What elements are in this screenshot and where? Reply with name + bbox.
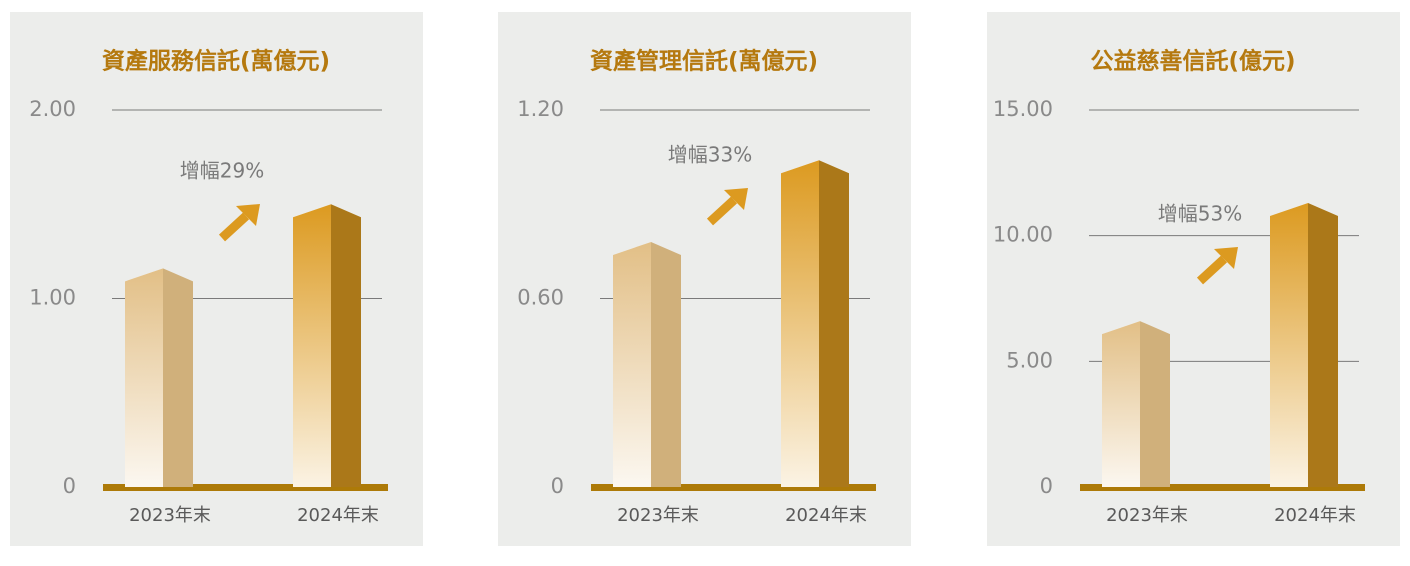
bar-side: [163, 268, 193, 487]
y-tick-label: 0.60: [517, 286, 564, 310]
bar: [1102, 321, 1170, 487]
x-tick-label: 2024年末: [785, 505, 867, 526]
x-tick-label: 2024年末: [297, 505, 379, 526]
y-tick-label: 1.00: [29, 286, 76, 310]
annotation: 增幅29%: [180, 159, 264, 183]
baseline: [591, 484, 876, 491]
x-tick-label: 2024年末: [1274, 505, 1356, 526]
arrow-shaft: [1196, 255, 1228, 285]
bar-side: [1140, 321, 1170, 487]
chart-title: 公益慈善信託(億元): [1090, 48, 1295, 75]
bar-front-fill: [1102, 321, 1140, 487]
panel: [10, 12, 423, 546]
bar-front-fill: [1270, 202, 1308, 487]
arrow-shaft: [706, 196, 738, 226]
bar-side: [331, 204, 361, 487]
panel: [498, 12, 911, 546]
y-tick-label: 0: [551, 474, 564, 498]
bar-side-shade: [1308, 202, 1338, 487]
bar-front-fill: [613, 241, 651, 487]
bar-side-shade: [819, 160, 849, 487]
y-tick-label: 5.00: [1006, 348, 1053, 372]
y-tick-label: 15.00: [993, 97, 1053, 121]
bar-side-shade: [651, 241, 681, 487]
annotation: 增幅53%: [1158, 202, 1242, 226]
bar-side: [651, 241, 681, 487]
arrow-shaft: [218, 212, 250, 242]
bar: [125, 268, 193, 487]
bar: [1270, 202, 1338, 487]
x-tick-label: 2023年末: [617, 505, 699, 526]
bar-front-fill: [781, 160, 819, 487]
arrow-head: [724, 188, 748, 210]
bar-side-shade: [331, 204, 361, 487]
bar: [613, 241, 681, 487]
baseline: [103, 484, 388, 491]
bar-side: [1308, 202, 1338, 487]
y-tick-label: 1.20: [517, 97, 564, 121]
bar-side-shade: [1140, 321, 1170, 487]
arrow-head: [236, 204, 260, 226]
x-tick-label: 2023年末: [1106, 505, 1188, 526]
y-tick-label: 10.00: [993, 223, 1053, 247]
y-tick-label: 2.00: [29, 97, 76, 121]
panel: [987, 12, 1400, 546]
y-tick-label: 0: [63, 474, 76, 498]
chart-title: 資產服務信託(萬億元): [102, 48, 330, 75]
bar-side: [819, 160, 849, 487]
bar-side-shade: [163, 268, 193, 487]
arrow-head: [1214, 247, 1238, 269]
bar: [293, 204, 361, 487]
bar-front-fill: [293, 204, 331, 487]
chart-title: 資產管理信託(萬億元): [590, 48, 818, 75]
bar-front-fill: [125, 268, 163, 487]
y-tick-label: 0: [1040, 474, 1053, 498]
x-tick-label: 2023年末: [129, 505, 211, 526]
baseline: [1080, 484, 1365, 491]
bar: [781, 160, 849, 487]
annotation: 增幅33%: [668, 143, 752, 167]
